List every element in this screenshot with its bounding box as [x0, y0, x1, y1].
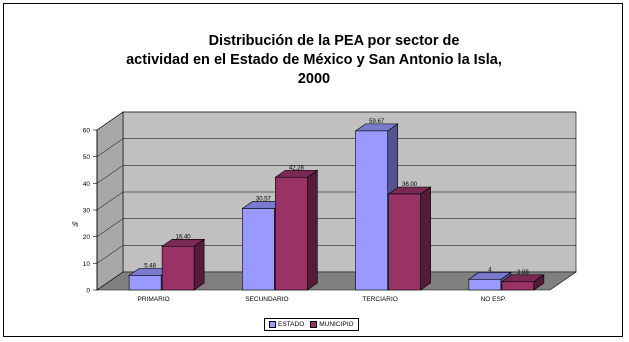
bar-estado-secundario-value-label: 30.57: [256, 196, 272, 202]
legend-item-municipio: MUNICIPIO: [310, 321, 354, 328]
bar-municipio-noesp-value-label: 3.08: [517, 270, 529, 276]
gridline: [96, 165, 576, 184]
x-tick-label: PRIMARIO: [138, 296, 170, 303]
x-tick-label: NO ESP.: [481, 296, 507, 303]
chart-title-line-2: actividad en el Estado de México y San A…: [126, 52, 502, 68]
chart-title: Distribución de la PEA por sector de act…: [44, 32, 584, 89]
bar-municipio-terciario-side: [420, 186, 431, 291]
chart-title-line-3: 2000: [297, 71, 331, 87]
chart-title-line-1: Distribución de la PEA por sector de: [208, 33, 460, 49]
legend-swatch-estado: [269, 321, 276, 328]
bar-municipio-secundario-side: [307, 169, 318, 291]
gridline: [96, 111, 576, 131]
legend-item-estado: ESTADO: [269, 321, 304, 328]
bar-estado-secundario: [242, 208, 275, 291]
y-tick-label: 0: [86, 288, 90, 295]
bar-municipio-terciario-value-label: 36.00: [402, 182, 418, 188]
bar-estado-noesp: [468, 279, 502, 291]
bar-estado-terciario-value-label: 59.67: [369, 119, 385, 125]
legend-swatch-municipio: [310, 321, 318, 328]
bar-municipio-noesp: [501, 281, 535, 291]
y-tick-label: 50: [83, 154, 91, 161]
y-tick-label: 20: [83, 234, 91, 241]
bar-municipio-primario: [161, 245, 195, 291]
y-tick-label: 10: [83, 261, 91, 268]
x-tick-label: TERCIARIO: [362, 296, 397, 303]
y-tick-label: 40: [83, 181, 91, 188]
bar-municipio-secundario-value-label: 42.28: [289, 165, 305, 171]
bar-estado-primario: [128, 275, 162, 291]
legend: ESTADO MUNICIPIO: [264, 318, 359, 331]
legend-label-estado: ESTADO: [278, 321, 305, 328]
bar-municipio-primario-value-label: 16.40: [176, 234, 192, 240]
y-tick-label: 30: [83, 208, 91, 215]
legend-label-municipio: MUNICIPIO: [319, 321, 354, 328]
bar-municipio-secundario: [275, 176, 308, 291]
y-tick-label: 60: [83, 128, 91, 135]
gridline: [96, 138, 576, 157]
x-tick-label: SECUNDARIO: [245, 296, 288, 303]
bar-municipio-primario-side: [193, 238, 205, 291]
y-axis-label: %: [72, 221, 78, 228]
bar-estado-terciario: [355, 130, 388, 291]
bar-estado-noesp-value-label: 4: [488, 267, 492, 273]
bar-estado-primario-value-label: 5.48: [144, 263, 156, 269]
bar-municipio-terciario: [388, 193, 421, 291]
